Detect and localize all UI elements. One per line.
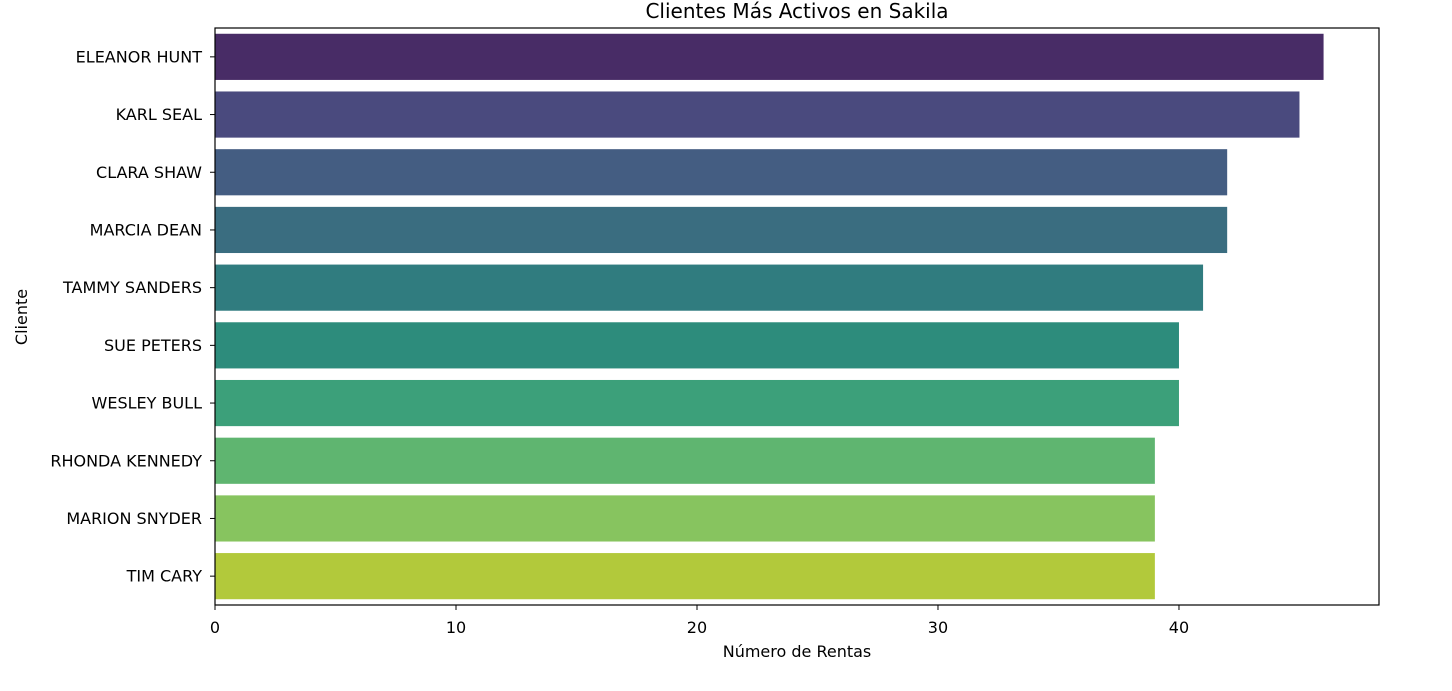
y-axis: ELEANOR HUNT KARL SEAL CLARA SHAW MARCIA DE… — [50, 47, 215, 586]
y-tick-label: RHONDA KENNEDY — [50, 451, 202, 470]
y-tick-label: ELEANOR HUNT — [76, 47, 203, 66]
chart-title: Clientes Más Activos en Sakila — [645, 0, 948, 23]
bar-sue-peters — [215, 322, 1179, 369]
x-tick-label: 40 — [1169, 618, 1189, 637]
bar-karl-seal — [215, 91, 1300, 138]
y-tick-label: CLARA SHAW — [96, 163, 202, 182]
plot-frame — [214, 27, 1380, 606]
bar-eleanor-hunt — [215, 33, 1324, 80]
x-axis-title: Número de Rentas — [723, 642, 872, 661]
y-tick-label: MARCIA DEAN — [90, 220, 202, 239]
bar-tammy-sanders — [215, 264, 1204, 311]
bars-group — [215, 33, 1324, 600]
y-axis-title: Cliente — [12, 289, 31, 345]
y-tick-label: KARL SEAL — [116, 105, 202, 124]
x-tick-label: 30 — [928, 618, 948, 637]
y-tick-label: TAMMY SANDERS — [62, 278, 202, 297]
bar-wesley-bull — [215, 379, 1179, 427]
x-tick-label: 0 — [210, 618, 220, 637]
x-tick-label: 10 — [446, 618, 466, 637]
bar-rhonda-kennedy — [215, 437, 1155, 484]
y-tick-label: TIM CARY — [126, 567, 203, 586]
bar-clara-shaw — [215, 149, 1228, 196]
bar-tim-cary — [215, 553, 1155, 600]
y-tick-label: WESLEY BULL — [92, 394, 203, 413]
bar-marion-snyder — [215, 495, 1155, 542]
y-tick-label: SUE PETERS — [104, 336, 202, 355]
y-tick-label: MARION SNYDER — [66, 509, 202, 528]
x-axis: 0 10 20 30 40 — [210, 605, 1189, 637]
x-tick-label: 20 — [687, 618, 707, 637]
bar-marcia-dean — [215, 206, 1228, 254]
